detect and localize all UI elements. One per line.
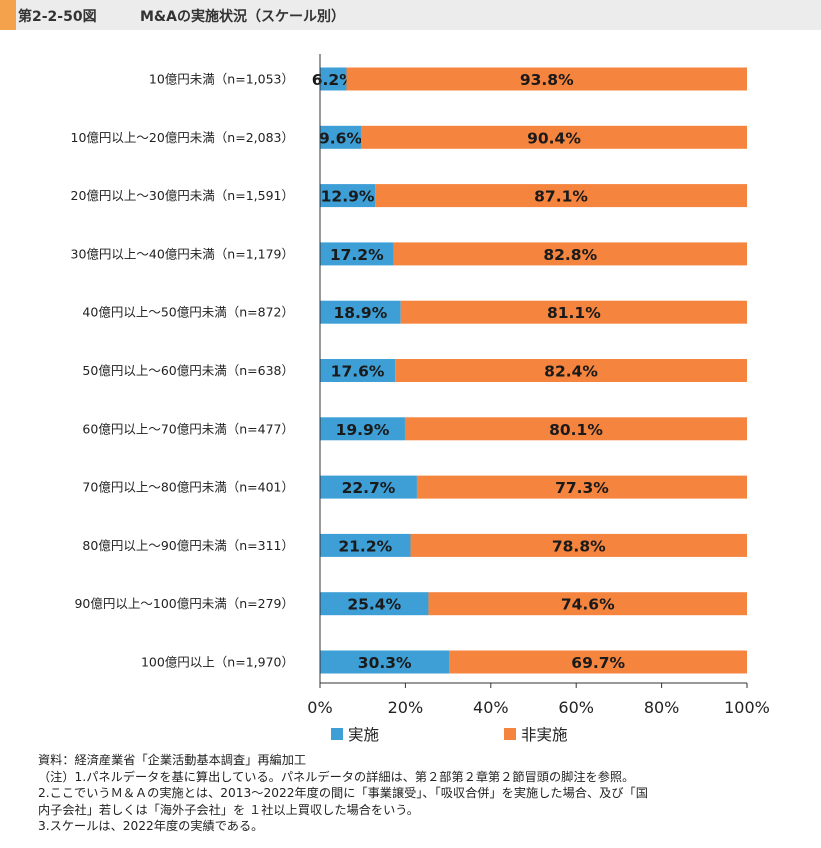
header-accent-bar bbox=[0, 0, 16, 30]
bar-not-implemented bbox=[400, 300, 747, 324]
note-3: 3.スケールは、2022年度の実績である。 bbox=[38, 819, 264, 833]
figure-title: M&Aの実施状況（スケール別） bbox=[140, 9, 345, 25]
data-label-implemented: 17.2% bbox=[330, 246, 384, 264]
bar-not-implemented bbox=[404, 417, 747, 441]
note-2: 2.ここでいうＭ＆Ａの実施とは、2013～2022年度の間に「事業譲受」、「吸収… bbox=[38, 786, 648, 800]
data-label-not-implemented: 77.3% bbox=[555, 479, 609, 497]
data-label-implemented: 12.9% bbox=[321, 188, 375, 206]
category-label: 70億円以上～80億円未満（n=401） bbox=[82, 480, 294, 495]
bar-not-implemented bbox=[393, 242, 747, 266]
x-tick-label: 0% bbox=[307, 698, 332, 717]
source-note: 資料：経済産業省「企業活動基本調査」再編加工 bbox=[38, 753, 307, 767]
data-label-not-implemented: 74.6% bbox=[561, 596, 615, 614]
x-tick-label: 100% bbox=[724, 698, 770, 717]
notes: 資料：経済産業省「企業活動基本調査」再編加工 （注）1.パネルデータを基に算出し… bbox=[38, 752, 808, 835]
bar-not-implemented bbox=[416, 475, 747, 499]
category-label: 100億円以上（n=1,970） bbox=[141, 655, 294, 670]
category-label: 80億円以上～90億円未満（n=311） bbox=[82, 538, 294, 553]
note-2-continued: 内子会社」若しくは「海外子会社」を １社以上買収した場合をいう。 bbox=[38, 802, 419, 817]
bar-implemented bbox=[320, 242, 394, 266]
stacked-bar-chart: 10億円未満（n=1,053） 6.2% 93.8% 10億円以上～20億円未満（n=… bbox=[71, 54, 770, 744]
data-label-not-implemented: 90.4% bbox=[527, 129, 581, 147]
data-label-not-implemented: 93.8% bbox=[520, 71, 574, 89]
category-label: 10億円以上～20億円未満（n=2,083） bbox=[71, 130, 295, 145]
category-label: 50億円以上～60億円未満（n=638） bbox=[82, 363, 294, 378]
bar-implemented bbox=[320, 592, 429, 616]
legend-label-not-implemented: 非実施 bbox=[521, 726, 568, 744]
bar-not-implemented bbox=[375, 184, 747, 208]
bar-implemented bbox=[320, 184, 376, 208]
data-label-implemented: 19.9% bbox=[336, 421, 390, 439]
bar-not-implemented bbox=[428, 592, 747, 616]
data-label-not-implemented: 87.1% bbox=[534, 188, 588, 206]
bar-not-implemented bbox=[449, 650, 747, 674]
data-label-not-implemented: 81.1% bbox=[547, 304, 601, 322]
data-label-implemented: 22.7% bbox=[342, 479, 396, 497]
data-label-not-implemented: 80.1% bbox=[549, 421, 603, 439]
figure-header: 第2-2-50図 M&Aの実施状況（スケール別） bbox=[0, 0, 821, 30]
x-tick-label: 20% bbox=[388, 698, 424, 717]
bar-not-implemented bbox=[360, 125, 747, 149]
figure-number: 第2-2-50図 bbox=[18, 9, 97, 25]
data-label-implemented: 25.4% bbox=[347, 596, 401, 614]
category-label: 90億円以上～100億円未満（n=279） bbox=[74, 596, 294, 611]
legend-label-implemented: 実施 bbox=[348, 726, 379, 744]
data-label-implemented: 6.2% bbox=[312, 71, 355, 89]
bar-implemented bbox=[320, 125, 361, 149]
bar-implemented bbox=[320, 417, 405, 441]
data-label-implemented: 17.6% bbox=[331, 363, 385, 381]
note-1: （注）1.パネルデータを基に算出している。パネルデータの詳細は、第２部第２章第２… bbox=[38, 769, 635, 784]
data-label-implemented: 18.9% bbox=[333, 304, 387, 322]
legend-swatch-implemented bbox=[331, 728, 343, 740]
bar-implemented bbox=[320, 359, 396, 382]
category-label: 40億円以上～50億円未満（n=872） bbox=[82, 305, 294, 320]
category-label: 30億円以上～40億円未満（n=1,179） bbox=[71, 246, 295, 261]
data-label-not-implemented: 82.8% bbox=[543, 246, 597, 264]
data-label-not-implemented: 78.8% bbox=[552, 537, 606, 555]
category-label: 60億円以上～70億円未満（n=477） bbox=[82, 421, 294, 436]
data-label-not-implemented: 82.4% bbox=[544, 363, 598, 381]
category-label: 10億円未満（n=1,053） bbox=[149, 72, 294, 87]
bar-not-implemented bbox=[395, 359, 747, 382]
data-label-not-implemented: 69.7% bbox=[571, 654, 625, 672]
category-label: 20億円以上～30億円未満（n=1,591） bbox=[71, 188, 295, 203]
bar-not-implemented bbox=[410, 533, 747, 557]
data-label-implemented: 21.2% bbox=[338, 537, 392, 555]
bar-implemented bbox=[320, 475, 417, 499]
x-tick-label: 40% bbox=[473, 698, 509, 717]
bar-implemented bbox=[320, 67, 347, 91]
bar-implemented bbox=[320, 533, 411, 557]
legend-swatch-not-implemented bbox=[504, 728, 516, 740]
x-tick-label: 80% bbox=[644, 698, 680, 717]
bar-implemented bbox=[320, 300, 401, 324]
data-label-implemented: 9.6% bbox=[319, 129, 362, 147]
bar-not-implemented bbox=[346, 67, 747, 91]
data-label-implemented: 30.3% bbox=[358, 654, 412, 672]
x-tick-label: 60% bbox=[558, 698, 594, 717]
bar-implemented bbox=[320, 650, 450, 674]
